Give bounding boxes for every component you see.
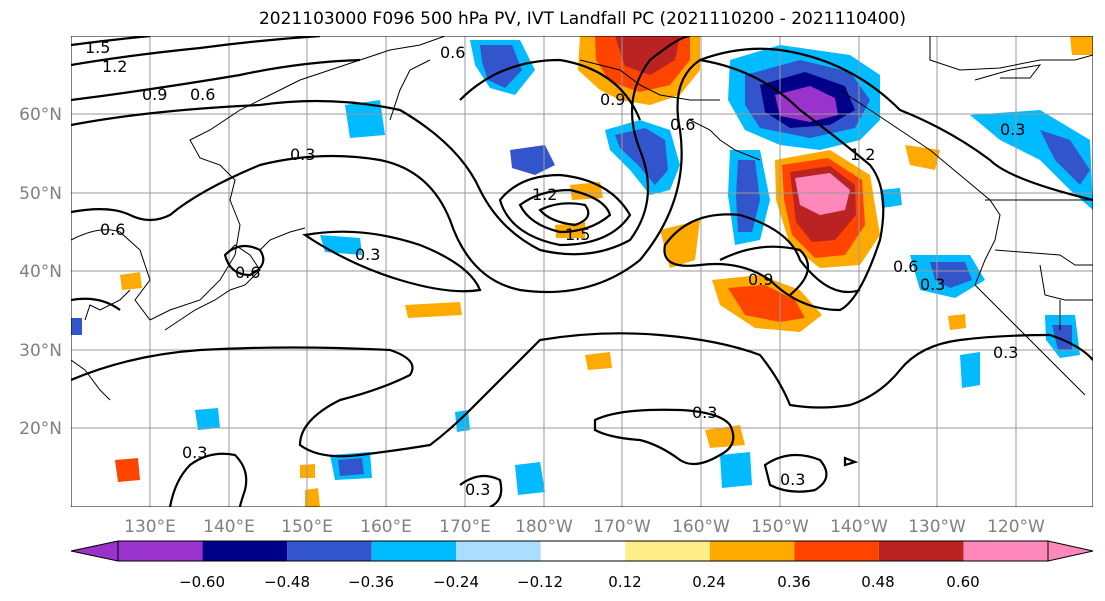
pv-contours	[71, 36, 1093, 507]
svg-text:1.5: 1.5	[85, 38, 110, 57]
svg-text:0.3: 0.3	[290, 145, 315, 164]
svg-text:0.3: 0.3	[465, 480, 490, 499]
colorbar-segment	[287, 541, 372, 561]
svg-text:0.6: 0.6	[670, 115, 695, 134]
svg-text:120°W: 120°W	[987, 517, 1045, 537]
colorbar-segment	[794, 541, 879, 561]
svg-text:−0.24: −0.24	[433, 573, 479, 591]
svg-text:0.6: 0.6	[190, 85, 215, 104]
contour-labels: 1.5 1.2 0.9 0.6 0.3 0.6 0.6 0.3 1.2 1.5 …	[85, 38, 1025, 499]
svg-text:40°N: 40°N	[19, 262, 62, 282]
colorbar-segment	[371, 541, 457, 561]
svg-text:0.3: 0.3	[993, 343, 1018, 362]
svg-text:0.12: 0.12	[608, 573, 641, 591]
svg-text:−0.60: −0.60	[179, 573, 225, 591]
colorbar-segment	[878, 541, 964, 561]
svg-text:30°N: 30°N	[19, 341, 62, 361]
lon-labels: 130°E 140°E 150°E 160°E 170°E 180°W 170°…	[124, 517, 1045, 537]
map-panel: 1.5 1.2 0.9 0.6 0.3 0.6 0.6 0.3 1.2 1.5 …	[71, 36, 1093, 507]
svg-text:1.2: 1.2	[102, 57, 127, 76]
svg-text:0.48: 0.48	[861, 573, 894, 591]
svg-text:0.3: 0.3	[182, 443, 207, 462]
svg-text:0.9: 0.9	[142, 85, 167, 104]
svg-text:50°N: 50°N	[19, 184, 62, 204]
svg-text:0.6: 0.6	[440, 43, 465, 62]
colorbar-segment	[625, 541, 710, 561]
svg-text:−0.12: −0.12	[517, 573, 563, 591]
svg-text:0.6: 0.6	[893, 257, 918, 276]
svg-text:0.36: 0.36	[777, 573, 810, 591]
colorbar-segment	[540, 541, 626, 561]
colorbar-segment	[202, 541, 288, 561]
svg-text:0.9: 0.9	[600, 90, 625, 109]
svg-text:20°N: 20°N	[19, 419, 62, 439]
colorbar-segment	[963, 541, 1048, 561]
svg-text:160°W: 160°W	[672, 517, 730, 537]
svg-text:0.3: 0.3	[355, 245, 380, 264]
svg-text:−0.48: −0.48	[264, 573, 310, 591]
colorbar-extend-low	[70, 540, 119, 562]
colorbar-extend-high	[1047, 540, 1094, 562]
svg-text:140°E: 140°E	[203, 517, 255, 537]
colorbar-ticks: −0.60 −0.48 −0.36 −0.24 −0.12 0.12 0.24 …	[179, 573, 980, 591]
colorbar	[70, 540, 1094, 562]
svg-text:130°E: 130°E	[124, 517, 176, 537]
colorbar-segment	[709, 541, 795, 561]
svg-text:130°W: 130°W	[908, 517, 966, 537]
colorbar-segment	[456, 541, 541, 561]
svg-text:160°E: 160°E	[360, 517, 412, 537]
map-title: 2021103000 F096 500 hPa PV, IVT Landfall…	[258, 9, 906, 29]
svg-text:170°E: 170°E	[439, 517, 491, 537]
svg-text:170°W: 170°W	[593, 517, 651, 537]
svg-text:150°W: 150°W	[751, 517, 809, 537]
svg-text:1.5: 1.5	[565, 225, 590, 244]
svg-text:0.3: 0.3	[920, 275, 945, 294]
svg-text:0.3: 0.3	[1000, 120, 1025, 139]
svg-text:150°E: 150°E	[281, 517, 333, 537]
lat-labels: 60°N 50°N 40°N 30°N 20°N	[19, 105, 62, 439]
svg-text:180°W: 180°W	[515, 517, 573, 537]
svg-text:1.2: 1.2	[532, 185, 557, 204]
svg-text:0.6: 0.6	[100, 220, 125, 239]
svg-text:140°W: 140°W	[830, 517, 888, 537]
svg-text:0.3: 0.3	[780, 470, 805, 489]
svg-text:60°N: 60°N	[19, 105, 62, 125]
svg-text:0.24: 0.24	[692, 573, 725, 591]
svg-text:0.3: 0.3	[692, 403, 717, 422]
colorbar-frame	[117, 540, 1049, 562]
svg-text:−0.36: −0.36	[348, 573, 394, 591]
pv-shading	[71, 36, 1093, 507]
svg-text:0.60: 0.60	[946, 573, 979, 591]
svg-text:1.2: 1.2	[850, 145, 875, 164]
colorbar-segment	[118, 541, 203, 561]
svg-text:0.6: 0.6	[235, 263, 260, 282]
coastlines	[71, 36, 1093, 401]
svg-text:0.9: 0.9	[748, 270, 773, 289]
